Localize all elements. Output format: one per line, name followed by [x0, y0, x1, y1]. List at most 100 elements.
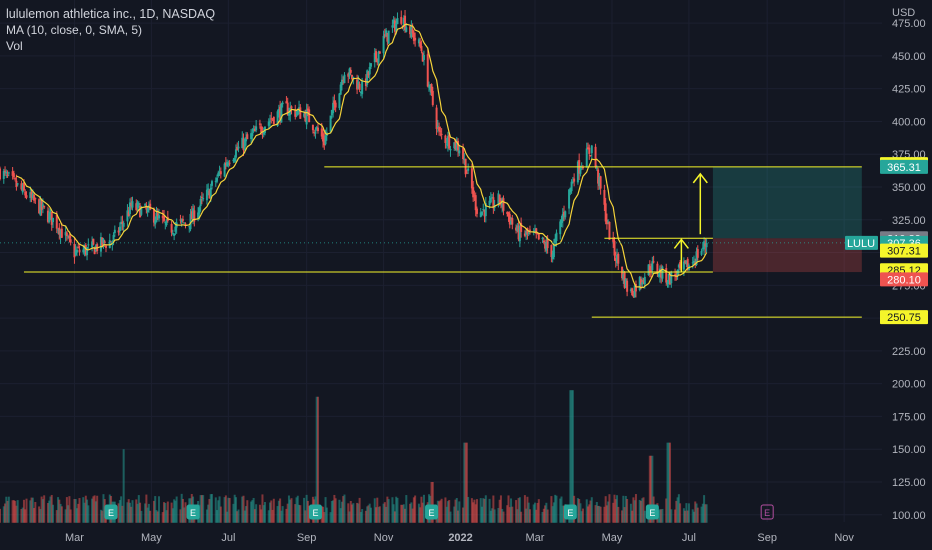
volume-bar [276, 506, 279, 523]
candle-body [218, 171, 221, 173]
candle-body [652, 261, 655, 263]
volume-bar [545, 502, 548, 523]
volume-bar [579, 503, 582, 523]
candle-body [669, 273, 672, 285]
candle-body [208, 190, 211, 199]
volume-bar [508, 507, 511, 523]
volume-bar [369, 507, 372, 523]
volume-bar [405, 495, 408, 523]
candle-body [73, 243, 76, 258]
volume-bar [305, 494, 308, 523]
candle-body [520, 223, 523, 232]
volume-bar [364, 510, 367, 523]
symbol-title[interactable]: lululemon athletica inc., 1D, NASDAQ [6, 7, 216, 21]
candle-body [245, 137, 248, 142]
arrow-annotations[interactable] [673, 172, 708, 273]
volume-bar [507, 495, 510, 523]
y-axis-unit: USD [892, 7, 915, 19]
candle-body [685, 260, 688, 264]
candle-body [92, 238, 95, 245]
volume-bar [479, 498, 482, 523]
volume-bar [439, 500, 442, 523]
candle-body [152, 208, 155, 223]
candle-body [463, 158, 466, 161]
candle-body [499, 203, 502, 205]
volume-bar [559, 498, 562, 523]
volume-bar [511, 506, 514, 523]
volume-bar [643, 510, 646, 523]
volume-bar [338, 499, 341, 523]
volume-bar [285, 508, 288, 523]
candle-body [340, 79, 343, 86]
candle-body [570, 181, 573, 192]
candle-body [454, 139, 457, 150]
horizontal-levels[interactable] [0, 166, 882, 318]
volume-bar [525, 508, 528, 523]
candle-body [351, 74, 354, 80]
candle-body [404, 15, 407, 30]
volume-bar [455, 498, 458, 523]
candle-body [224, 162, 227, 166]
candle-body [128, 202, 131, 214]
volume-bar [96, 495, 99, 523]
volume-bar [449, 511, 452, 523]
candle-body [537, 233, 540, 240]
volume-bar [271, 509, 274, 523]
candle-body [623, 272, 626, 288]
candle-body [392, 19, 395, 24]
volume-bar [581, 508, 584, 523]
volume-bar [674, 509, 677, 523]
ma-indicator-label[interactable]: MA (10, close, 0, SMA, 5) [6, 23, 143, 37]
candle-body [64, 232, 67, 236]
candle-body [660, 270, 663, 278]
x-tick-label: May [141, 532, 162, 544]
candle-body [667, 273, 670, 283]
candle-body [50, 211, 53, 225]
candle-body [366, 70, 369, 85]
volume-bar [551, 506, 554, 523]
volume-bar [255, 504, 258, 523]
candle-body [587, 147, 589, 150]
candle-body [458, 150, 461, 154]
candle-body [590, 145, 593, 154]
candle-body [83, 246, 86, 253]
volume-bar [161, 512, 164, 523]
volume-bar [682, 508, 685, 523]
volume-bar [59, 503, 62, 523]
candle-body [237, 146, 240, 149]
candle-body [507, 212, 510, 217]
candle-body [446, 136, 449, 147]
volume-bar [576, 498, 579, 523]
volume-bar [280, 510, 283, 523]
earnings-marker [760, 504, 774, 520]
chart-legend: lululemon athletica inc., 1D, NASDAQ MA … [6, 6, 215, 54]
candle-body [597, 169, 600, 184]
volume-bar [527, 502, 530, 523]
candle-body [102, 238, 105, 243]
candle-body [188, 226, 191, 228]
volume-bar [589, 500, 592, 523]
candle-body [612, 237, 615, 242]
time-axis[interactable]: Mar May Jul Sep Nov 2022 Mar May Jul Sep Nov [65, 532, 854, 544]
candle-body [551, 254, 554, 259]
candle-body [121, 221, 124, 225]
candle-body [184, 223, 187, 225]
volume-bar [58, 499, 61, 523]
candle-body [75, 249, 78, 253]
volume-bar [648, 455, 651, 523]
price-label: 280.10 [887, 274, 921, 286]
candle-body [560, 219, 563, 223]
volume-indicator-label[interactable]: Vol [6, 39, 23, 53]
volume-bar [410, 502, 413, 523]
y-tick-label: 175.00 [892, 411, 926, 423]
candle-body [315, 127, 318, 130]
volume-bar [322, 506, 325, 523]
volume-bar [65, 497, 68, 523]
candle-body [332, 102, 335, 114]
candle-body [393, 20, 396, 32]
volume-bar [210, 494, 213, 523]
candle-body [467, 168, 470, 171]
y-tick-label: 475.00 [892, 18, 926, 30]
